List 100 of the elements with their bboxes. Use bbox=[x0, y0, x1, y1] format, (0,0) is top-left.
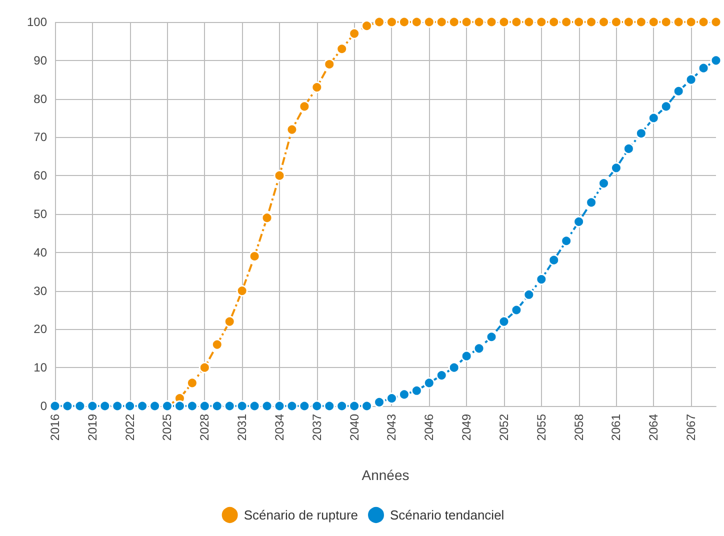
point bbox=[648, 112, 660, 124]
point bbox=[149, 400, 161, 412]
point bbox=[62, 400, 74, 412]
point bbox=[386, 16, 398, 28]
point bbox=[573, 216, 585, 228]
point bbox=[410, 16, 422, 28]
point bbox=[486, 16, 498, 28]
point bbox=[560, 235, 572, 247]
x-tick-label: 2058 bbox=[572, 414, 586, 441]
point bbox=[486, 331, 498, 343]
point bbox=[685, 74, 697, 86]
y-tick-label: 70 bbox=[34, 130, 48, 144]
y-tick-label: 10 bbox=[34, 360, 48, 375]
point bbox=[498, 316, 510, 328]
legend-label: Scénario tendanciel bbox=[390, 508, 504, 522]
point bbox=[136, 400, 148, 412]
point bbox=[448, 362, 460, 374]
point bbox=[324, 400, 336, 412]
point bbox=[324, 58, 336, 70]
point bbox=[298, 400, 310, 412]
point bbox=[224, 400, 236, 412]
point bbox=[374, 16, 386, 28]
point bbox=[274, 170, 286, 182]
point bbox=[560, 16, 572, 28]
point bbox=[311, 82, 323, 94]
x-tick-label: 2031 bbox=[235, 414, 250, 441]
point bbox=[361, 20, 373, 32]
point bbox=[211, 338, 223, 350]
point bbox=[248, 250, 260, 262]
point bbox=[211, 400, 223, 412]
y-tick-label: 0 bbox=[40, 399, 48, 413]
point bbox=[198, 400, 210, 412]
point bbox=[660, 16, 672, 28]
point bbox=[124, 400, 136, 412]
point bbox=[248, 400, 260, 412]
point bbox=[112, 400, 124, 412]
x-tick-label: 2022 bbox=[122, 414, 137, 441]
point bbox=[610, 162, 622, 174]
x-tick-label: 2049 bbox=[460, 414, 474, 441]
point bbox=[311, 400, 323, 412]
point bbox=[274, 400, 286, 412]
x-axis-title: Années bbox=[362, 467, 410, 483]
point bbox=[261, 212, 273, 224]
x-tick-label: 2046 bbox=[422, 414, 436, 441]
point bbox=[361, 400, 373, 412]
point bbox=[198, 362, 210, 374]
point bbox=[448, 16, 460, 28]
point bbox=[386, 392, 398, 404]
point bbox=[622, 16, 634, 28]
point bbox=[460, 350, 472, 362]
point bbox=[174, 400, 186, 412]
point bbox=[610, 16, 622, 28]
x-tick-label: 2040 bbox=[347, 414, 362, 441]
point bbox=[710, 16, 722, 28]
point bbox=[510, 304, 522, 316]
point bbox=[548, 254, 560, 266]
x-tick-label: 2061 bbox=[609, 414, 624, 441]
x-tick-label: 2019 bbox=[85, 414, 100, 441]
point bbox=[635, 128, 647, 140]
point bbox=[298, 100, 310, 112]
point bbox=[423, 16, 435, 28]
point bbox=[236, 400, 248, 412]
x-tick-label: 2067 bbox=[684, 414, 698, 441]
x-tick-label: 2064 bbox=[646, 414, 661, 441]
point bbox=[660, 100, 672, 112]
x-tick-label: 2016 bbox=[48, 414, 62, 441]
point bbox=[224, 316, 236, 328]
point bbox=[348, 28, 360, 40]
point bbox=[536, 274, 548, 286]
point bbox=[99, 400, 111, 412]
point bbox=[622, 142, 634, 154]
point bbox=[672, 16, 684, 28]
point bbox=[672, 85, 684, 97]
y-tick-label: 80 bbox=[34, 92, 48, 106]
point bbox=[598, 16, 610, 28]
x-tick-label: 2034 bbox=[272, 414, 286, 441]
point bbox=[410, 384, 422, 396]
point bbox=[473, 342, 485, 354]
x-tick-label: 2025 bbox=[160, 414, 174, 441]
x-tick-label: 2037 bbox=[310, 414, 324, 441]
point bbox=[460, 16, 472, 28]
point bbox=[286, 124, 298, 136]
point bbox=[74, 400, 86, 412]
point bbox=[436, 370, 448, 382]
point bbox=[236, 285, 248, 297]
point bbox=[473, 16, 485, 28]
point bbox=[710, 54, 722, 66]
point bbox=[635, 16, 647, 28]
x-tick-label: 2043 bbox=[384, 414, 399, 441]
point bbox=[348, 400, 360, 412]
point bbox=[523, 16, 535, 28]
point bbox=[648, 16, 660, 28]
point bbox=[498, 16, 510, 28]
y-tick-label: 30 bbox=[34, 284, 48, 298]
y-tick-label: 90 bbox=[34, 53, 48, 68]
point bbox=[286, 400, 298, 412]
point bbox=[398, 388, 410, 400]
point bbox=[510, 16, 522, 28]
point bbox=[548, 16, 560, 28]
y-tick-label: 40 bbox=[34, 245, 48, 260]
